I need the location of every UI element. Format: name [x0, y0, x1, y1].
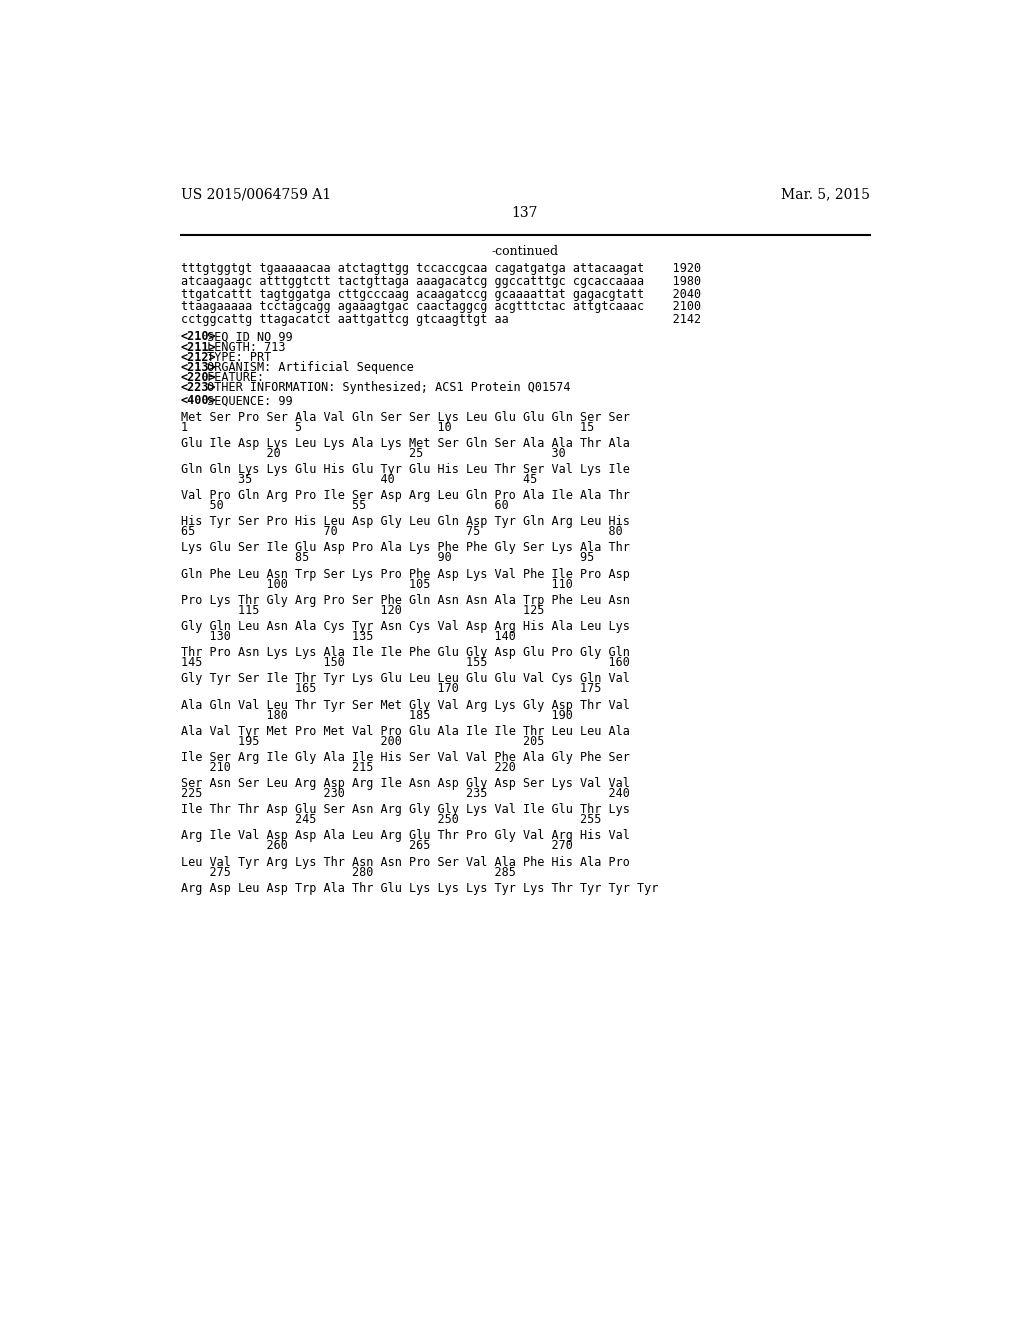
Text: <220>: <220>: [180, 371, 216, 384]
Text: 1               5                   10                  15: 1 5 10 15: [180, 421, 594, 433]
Text: <211>: <211>: [180, 341, 216, 354]
Text: US 2015/0064759 A1: US 2015/0064759 A1: [180, 187, 331, 202]
Text: ttgatcattt tagtggatga cttgcccaag acaagatccg gcaaaattat gagacgtatt    2040: ttgatcattt tagtggatga cttgcccaag acaagat…: [180, 288, 700, 301]
Text: 275                 280                 285: 275 280 285: [180, 866, 515, 879]
Text: ORGANISM: Artificial Sequence: ORGANISM: Artificial Sequence: [201, 360, 414, 374]
Text: FEATURE:: FEATURE:: [201, 371, 264, 384]
Text: Ala Gln Val Leu Thr Tyr Ser Met Gly Val Arg Lys Gly Asp Thr Val: Ala Gln Val Leu Thr Tyr Ser Met Gly Val …: [180, 698, 630, 711]
Text: Thr Pro Asn Lys Lys Ala Ile Ile Phe Glu Gly Asp Glu Pro Gly Gln: Thr Pro Asn Lys Lys Ala Ile Ile Phe Glu …: [180, 647, 630, 659]
Text: 195                 200                 205: 195 200 205: [180, 735, 544, 747]
Text: 20                  25                  30: 20 25 30: [180, 446, 565, 459]
Text: cctggcattg ttagacatct aattgattcg gtcaagttgt aa                       2142: cctggcattg ttagacatct aattgattcg gtcaagt…: [180, 313, 700, 326]
Text: Gly Tyr Ser Ile Thr Tyr Lys Glu Leu Leu Glu Glu Val Cys Gln Val: Gly Tyr Ser Ile Thr Tyr Lys Glu Leu Leu …: [180, 672, 630, 685]
Text: SEQ ID NO 99: SEQ ID NO 99: [201, 330, 293, 343]
Text: Mar. 5, 2015: Mar. 5, 2015: [781, 187, 870, 202]
Text: SEQUENCE: 99: SEQUENCE: 99: [201, 395, 293, 408]
Text: His Tyr Ser Pro His Leu Asp Gly Leu Gln Asp Tyr Gln Arg Leu His: His Tyr Ser Pro His Leu Asp Gly Leu Gln …: [180, 515, 630, 528]
Text: Gln Gln Lys Lys Glu His Glu Tyr Glu His Leu Thr Ser Val Lys Ile: Gln Gln Lys Lys Glu His Glu Tyr Glu His …: [180, 463, 630, 477]
Text: Gln Phe Leu Asn Trp Ser Lys Pro Phe Asp Lys Val Phe Ile Pro Asp: Gln Phe Leu Asn Trp Ser Lys Pro Phe Asp …: [180, 568, 630, 581]
Text: 260                 265                 270: 260 265 270: [180, 840, 572, 853]
Text: 35                  40                  45: 35 40 45: [180, 473, 537, 486]
Text: OTHER INFORMATION: Synthesized; ACS1 Protein Q01574: OTHER INFORMATION: Synthesized; ACS1 Pro…: [201, 380, 570, 393]
Text: Ile Thr Thr Asp Glu Ser Asn Arg Gly Gly Lys Val Ile Glu Thr Lys: Ile Thr Thr Asp Glu Ser Asn Arg Gly Gly …: [180, 804, 630, 816]
Text: 180                 185                 190: 180 185 190: [180, 709, 572, 722]
Text: 100                 105                 110: 100 105 110: [180, 578, 572, 590]
Text: 85                  90                  95: 85 90 95: [180, 552, 594, 565]
Text: atcaagaagc atttggtctt tactgttaga aaagacatcg ggccatttgc cgcaccaaaa    1980: atcaagaagc atttggtctt tactgttaga aaagaca…: [180, 275, 700, 288]
Text: <213>: <213>: [180, 360, 216, 374]
Text: 65                  70                  75                  80: 65 70 75 80: [180, 525, 623, 539]
Text: tttgtggtgt tgaaaaacaa atctagttgg tccaccgcaa cagatgatga attacaagat    1920: tttgtggtgt tgaaaaacaa atctagttgg tccaccg…: [180, 263, 700, 276]
Text: Pro Lys Thr Gly Arg Pro Ser Phe Gln Asn Asn Ala Trp Phe Leu Asn: Pro Lys Thr Gly Arg Pro Ser Phe Gln Asn …: [180, 594, 630, 607]
Text: <223>: <223>: [180, 380, 216, 393]
Text: <212>: <212>: [180, 351, 216, 363]
Text: Gly Gln Leu Asn Ala Cys Tyr Asn Cys Val Asp Arg His Ala Leu Lys: Gly Gln Leu Asn Ala Cys Tyr Asn Cys Val …: [180, 620, 630, 634]
Text: <210>: <210>: [180, 330, 216, 343]
Text: LENGTH: 713: LENGTH: 713: [201, 341, 286, 354]
Text: TYPE: PRT: TYPE: PRT: [201, 351, 271, 363]
Text: Ile Ser Arg Ile Gly Ala Ile His Ser Val Val Phe Ala Gly Phe Ser: Ile Ser Arg Ile Gly Ala Ile His Ser Val …: [180, 751, 630, 764]
Text: 115                 120                 125: 115 120 125: [180, 603, 544, 616]
Text: Met Ser Pro Ser Ala Val Gln Ser Ser Lys Leu Glu Glu Gln Ser Ser: Met Ser Pro Ser Ala Val Gln Ser Ser Lys …: [180, 411, 630, 424]
Text: <400>: <400>: [180, 395, 216, 408]
Text: Ser Asn Ser Leu Arg Asp Arg Ile Asn Asp Gly Asp Ser Lys Val Val: Ser Asn Ser Leu Arg Asp Arg Ile Asn Asp …: [180, 777, 630, 791]
Text: 245                 250                 255: 245 250 255: [180, 813, 601, 826]
Text: Val Pro Gln Arg Pro Ile Ser Asp Arg Leu Gln Pro Ala Ile Ala Thr: Val Pro Gln Arg Pro Ile Ser Asp Arg Leu …: [180, 490, 630, 502]
Text: 137: 137: [512, 206, 538, 220]
Text: 50                  55                  60: 50 55 60: [180, 499, 509, 512]
Text: 145                 150                 155                 160: 145 150 155 160: [180, 656, 630, 669]
Text: 165                 170                 175: 165 170 175: [180, 682, 601, 696]
Text: Arg Ile Val Asp Asp Ala Leu Arg Glu Thr Pro Gly Val Arg His Val: Arg Ile Val Asp Asp Ala Leu Arg Glu Thr …: [180, 829, 630, 842]
Text: 130                 135                 140: 130 135 140: [180, 630, 515, 643]
Text: Lys Glu Ser Ile Glu Asp Pro Ala Lys Phe Phe Gly Ser Lys Ala Thr: Lys Glu Ser Ile Glu Asp Pro Ala Lys Phe …: [180, 541, 630, 554]
Text: -continued: -continued: [492, 246, 558, 259]
Text: Glu Ile Asp Lys Leu Lys Ala Lys Met Ser Gln Ser Ala Ala Thr Ala: Glu Ile Asp Lys Leu Lys Ala Lys Met Ser …: [180, 437, 630, 450]
Text: Ala Val Tyr Met Pro Met Val Pro Glu Ala Ile Ile Thr Leu Leu Ala: Ala Val Tyr Met Pro Met Val Pro Glu Ala …: [180, 725, 630, 738]
Text: Leu Val Tyr Arg Lys Thr Asn Asn Pro Ser Val Ala Phe His Ala Pro: Leu Val Tyr Arg Lys Thr Asn Asn Pro Ser …: [180, 855, 630, 869]
Text: 210                 215                 220: 210 215 220: [180, 760, 515, 774]
Text: Arg Asp Leu Asp Trp Ala Thr Glu Lys Lys Lys Tyr Lys Thr Tyr Tyr Tyr: Arg Asp Leu Asp Trp Ala Thr Glu Lys Lys …: [180, 882, 658, 895]
Text: 225                 230                 235                 240: 225 230 235 240: [180, 787, 630, 800]
Text: ttaagaaaaa tcctagcagg agaaagtgac caactaggcg acgtttctac attgtcaaac    2100: ttaagaaaaa tcctagcagg agaaagtgac caactag…: [180, 301, 700, 313]
